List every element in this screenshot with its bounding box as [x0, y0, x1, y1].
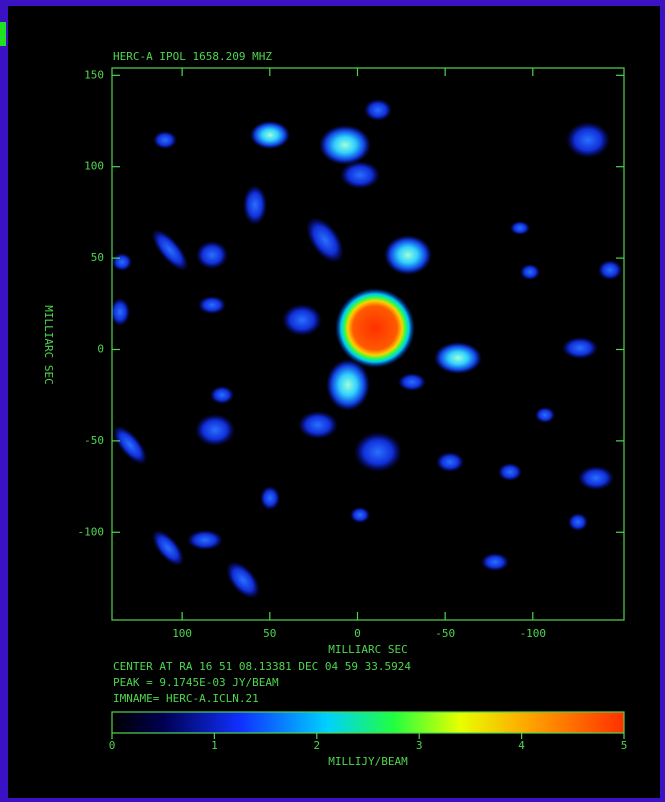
emission — [598, 260, 622, 280]
emission — [195, 414, 235, 446]
emission — [354, 432, 402, 472]
emission — [568, 513, 588, 531]
emission — [250, 121, 290, 149]
colorbar-tick-label: 3 — [416, 739, 423, 752]
emission — [481, 553, 509, 571]
x-tick-label: -100 — [520, 627, 547, 640]
emission — [153, 131, 177, 149]
colorbar — [112, 712, 624, 733]
colorbar-label: MILLIJY/BEAM — [328, 755, 408, 768]
emission — [562, 337, 598, 359]
colorbar-tick-label: 5 — [621, 739, 628, 752]
y-axis-label: MILLIARC SEC — [42, 305, 55, 384]
emission — [282, 304, 322, 336]
emission — [566, 122, 610, 158]
emission — [196, 241, 228, 269]
emission — [398, 373, 426, 391]
y-tick-label: 0 — [97, 342, 104, 355]
emission — [510, 221, 530, 235]
emission — [319, 125, 371, 165]
colorbar-tick-label: 4 — [518, 739, 525, 752]
emission — [436, 452, 464, 472]
emission — [578, 466, 614, 490]
window-marker — [0, 22, 6, 46]
page: {"chart_data": { "type": "image", "title… — [0, 0, 665, 802]
y-tick-label: 50 — [91, 251, 104, 264]
note: IMNAME= HERC-A.ICLN.21 — [113, 692, 259, 705]
emission — [434, 342, 482, 374]
emission — [187, 530, 223, 550]
emission — [364, 99, 392, 121]
x-tick-label: 50 — [263, 627, 276, 640]
emission — [110, 298, 130, 326]
chart: HERC-A IPOL 1658.209 MHZ MILLIARC SEC MI… — [0, 0, 665, 802]
emission — [260, 486, 280, 510]
emission — [350, 507, 370, 523]
x-tick-label: -50 — [435, 627, 455, 640]
colorbar-tick-label: 0 — [109, 739, 116, 752]
x-tick-label: 100 — [172, 627, 192, 640]
emission — [198, 296, 226, 314]
y-tick-label: -50 — [84, 434, 104, 447]
emission — [384, 235, 432, 275]
emission — [535, 407, 555, 423]
colorbar-tick-label: 1 — [211, 739, 218, 752]
y-tick-label: 100 — [84, 160, 104, 173]
emission — [298, 411, 338, 439]
emission — [498, 463, 522, 481]
y-tick-label: 150 — [84, 68, 104, 81]
x-axis-label: MILLIARC SEC — [328, 643, 407, 656]
note: CENTER AT RA 16 51 08.13381 DEC 04 59 33… — [113, 660, 411, 673]
colorbar-tick-label: 2 — [313, 739, 320, 752]
x-tick-label: 0 — [354, 627, 361, 640]
emission — [340, 161, 380, 189]
emission — [243, 185, 267, 225]
emission — [520, 264, 540, 280]
emission — [326, 359, 370, 411]
y-tick-label: -100 — [78, 525, 105, 538]
note: PEAK = 9.1745E-03 JY/BEAM — [113, 676, 279, 689]
emission — [210, 386, 234, 404]
emission — [112, 253, 132, 271]
chart-title: HERC-A IPOL 1658.209 MHZ — [113, 50, 272, 63]
core — [335, 288, 415, 368]
